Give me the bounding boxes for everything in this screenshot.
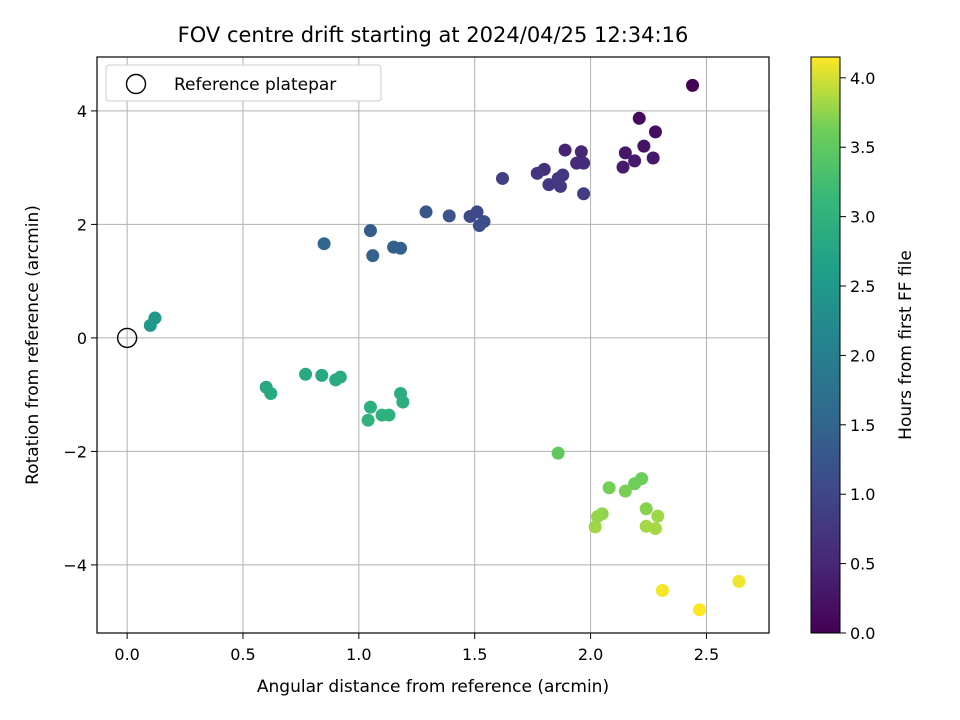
data-point [394, 241, 408, 255]
x-axis-label: Angular distance from reference (arcmin) [257, 677, 609, 697]
colorbar-tick-label: 1.5 [850, 416, 875, 435]
data-point [463, 209, 477, 223]
colorbar-tick-label: 2.5 [850, 277, 875, 296]
legend: Reference platepar [105, 64, 382, 102]
data-point [264, 387, 278, 401]
plot-frame [96, 56, 770, 634]
legend-box [105, 64, 382, 102]
data-point [530, 166, 544, 180]
y-tick-label: 0 [77, 329, 87, 348]
reference-marker [116, 327, 138, 349]
data-point [396, 395, 410, 409]
x-tick-label: 1.5 [462, 645, 487, 664]
x-tick-label: 0.0 [114, 645, 139, 664]
data-point [496, 171, 510, 185]
data-point [639, 502, 653, 516]
data-point [628, 477, 642, 491]
y-tick-label: −4 [63, 556, 87, 575]
data-point [366, 249, 380, 263]
data-point [577, 156, 591, 170]
data-point [361, 413, 375, 427]
y-tick-label: 4 [77, 102, 87, 121]
data-point [616, 160, 630, 174]
data-point [588, 520, 602, 534]
data-point [574, 145, 588, 159]
data-point [618, 484, 632, 498]
colorbar: 0.0 0.5 1.0 1.5 2.0 2.5 3.0 3.5 4.0 Hours from f… [810, 56, 916, 643]
data-point [692, 603, 706, 617]
data-point [299, 367, 313, 381]
y-axis-ticks: −4 −2 0 2 4 [63, 102, 97, 575]
data-point [651, 509, 665, 523]
x-tick-label: 2.5 [694, 645, 719, 664]
data-point [143, 318, 157, 332]
colorbar-tick-label: 0.5 [850, 555, 875, 574]
colorbar-tick-label: 3.0 [850, 208, 875, 227]
chart-title: FOV centre drift starting at 2024/04/25 … [178, 23, 689, 47]
x-tick-label: 2.0 [578, 645, 603, 664]
data-point [591, 510, 605, 524]
data-point [618, 146, 632, 160]
data-point [363, 224, 377, 238]
x-tick-label: 1.0 [346, 645, 371, 664]
colorbar-label: Hours from first FF file [896, 250, 916, 440]
data-point [553, 179, 567, 193]
y-axis-label: Rotation from reference (arcmin) [23, 205, 43, 485]
grid-lines [97, 57, 769, 633]
data-points [143, 78, 746, 617]
data-point [577, 187, 591, 201]
x-axis-ticks: 0.0 0.5 1.0 1.5 2.0 2.5 [114, 633, 719, 664]
data-point [655, 583, 669, 597]
data-point [551, 446, 565, 460]
y-tick-label: 2 [77, 215, 87, 234]
data-point [648, 522, 662, 536]
data-point [637, 139, 651, 153]
data-point [732, 574, 746, 588]
data-point [686, 78, 700, 92]
y-tick-label: −2 [63, 442, 87, 461]
data-point [382, 408, 396, 422]
colorbar-ticks: 0.0 0.5 1.0 1.5 2.0 2.5 3.0 3.5 4.0 [840, 69, 875, 643]
x-tick-label: 0.5 [230, 645, 255, 664]
colorbar-tick-label: 0.0 [850, 624, 875, 643]
data-point [419, 205, 433, 219]
data-point [363, 400, 377, 414]
data-point [317, 237, 331, 251]
colorbar-tick-label: 4.0 [850, 69, 875, 88]
data-point [472, 219, 486, 233]
colorbar-tick-label: 2.0 [850, 346, 875, 365]
data-point [558, 143, 572, 157]
data-point [442, 209, 456, 223]
data-point [542, 178, 556, 192]
data-point [632, 111, 646, 125]
data-point [628, 154, 642, 168]
data-point [315, 368, 329, 382]
colorbar-gradient [810, 56, 841, 634]
data-point [646, 151, 660, 165]
data-point [329, 373, 343, 387]
legend-entry-reference: Reference platepar [174, 75, 336, 95]
colorbar-tick-label: 3.5 [850, 138, 875, 157]
colorbar-tick-label: 1.0 [850, 485, 875, 504]
legend-marker-icon [125, 73, 147, 95]
data-point [602, 481, 616, 495]
data-point [648, 125, 662, 139]
